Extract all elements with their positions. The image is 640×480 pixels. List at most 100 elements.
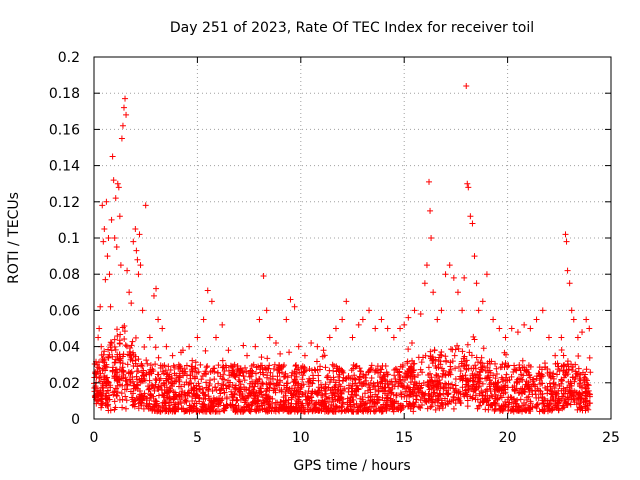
data-point [122,393,129,400]
data-point [415,403,422,410]
data-point [98,396,105,403]
data-point [306,383,313,390]
data-point [361,390,368,397]
data-point [159,325,166,332]
data-point [540,400,547,407]
data-point [249,378,256,385]
data-point [233,396,240,403]
data-point [253,400,260,407]
data-point [203,384,210,391]
data-point [556,382,563,389]
data-point [436,377,443,384]
data-point [135,405,142,412]
data-point [493,396,500,403]
data-point [351,372,358,379]
data-point [277,350,284,357]
data-point [120,371,127,378]
data-point [170,362,177,369]
data-point [375,405,382,412]
data-point [336,377,343,384]
data-point [311,401,318,408]
data-point [192,364,199,371]
data-point [318,381,325,388]
data-point [366,307,373,314]
data-point [211,376,218,383]
data-point [525,369,532,376]
data-point [571,396,578,403]
data-point [166,371,173,378]
data-point [291,387,298,394]
data-point [553,390,560,397]
data-point [519,390,526,397]
data-point [498,363,505,370]
data-point [165,378,172,385]
data-point [469,220,476,227]
data-point [552,381,559,388]
data-point [552,352,559,359]
data-point [311,366,318,373]
data-point [120,351,127,358]
data-point [220,371,227,378]
data-point [192,375,199,382]
data-point [146,377,153,384]
data-point [191,400,198,407]
data-point [129,396,136,403]
data-point [296,393,303,400]
data-point [353,363,360,370]
data-point [140,405,147,412]
data-point [248,389,255,396]
data-point [477,374,484,381]
data-point [412,399,419,406]
data-point [338,368,345,375]
data-point [345,406,352,413]
data-point [224,377,231,384]
data-point [442,353,449,360]
data-point [503,401,509,408]
data-point [304,400,311,407]
data-point [222,382,229,389]
data-point [497,392,504,399]
data-point [220,363,227,370]
data-point [203,364,210,371]
data-point [339,396,346,403]
data-point [437,358,444,365]
data-point [327,405,334,412]
data-point [215,362,222,369]
data-point [486,377,493,384]
data-point [474,396,481,403]
data-point [138,362,145,369]
data-point [564,361,571,368]
data-point [193,391,200,398]
data-point [241,377,248,384]
data-point [576,400,583,407]
data-point [139,307,146,314]
data-point [97,303,104,310]
data-point [550,375,557,382]
data-point [114,326,121,333]
data-point [239,406,246,413]
data-point [562,372,569,379]
data-point [291,376,298,383]
data-point [435,373,442,380]
data-point [264,355,271,362]
data-point [246,373,253,380]
data-point [405,366,412,373]
data-point [520,388,527,395]
data-point [202,347,209,354]
data-point [465,184,472,191]
data-point [266,384,273,391]
data-point [515,389,522,396]
data-point [427,404,434,411]
data-point [492,401,499,408]
data-point [122,405,129,412]
data-point [130,238,137,245]
data-point [450,397,457,404]
data-point [107,339,114,346]
data-point [181,398,188,405]
data-point [155,354,162,361]
data-point [250,383,257,390]
data-point [111,359,118,366]
data-point [420,391,427,398]
data-point [438,349,445,356]
data-point [398,391,405,398]
